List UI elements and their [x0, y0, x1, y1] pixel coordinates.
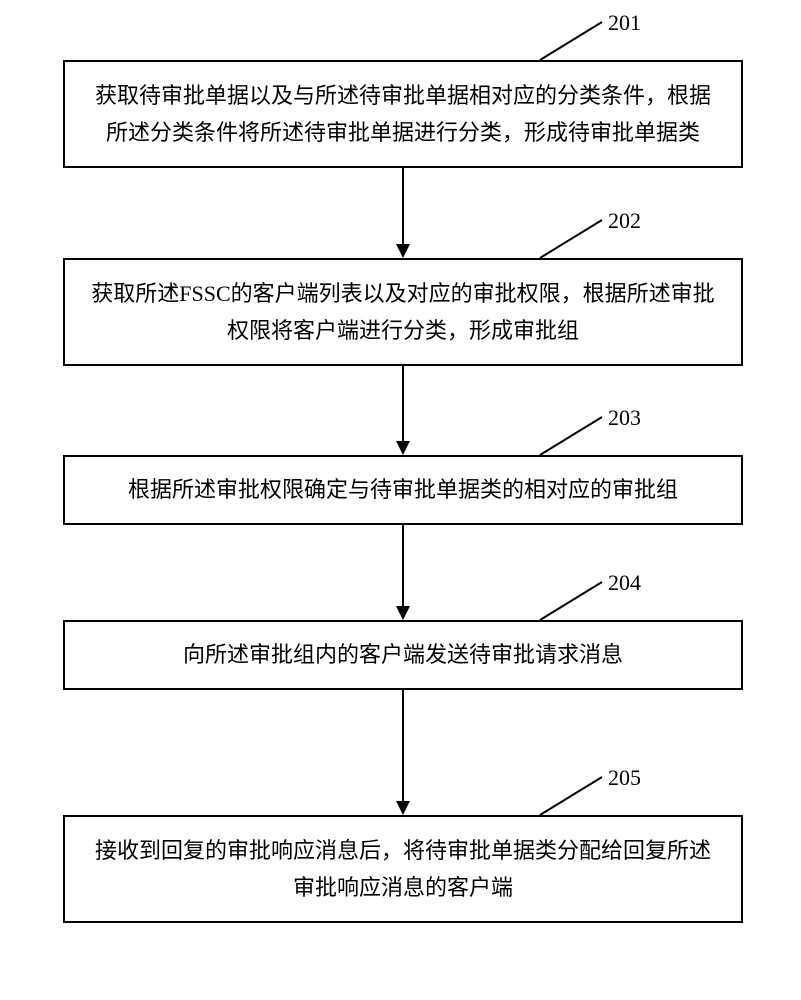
- step-box-204: 向所述审批组内的客户端发送待审批请求消息: [63, 620, 743, 690]
- step-text-205: 接收到回复的审批响应消息后，将待审批单据类分配给回复所述审批响应消息的客户端: [85, 832, 721, 907]
- step-box-203: 根据所述审批权限确定与待审批单据类的相对应的审批组: [63, 455, 743, 525]
- step-text-203: 根据所述审批权限确定与待审批单据类的相对应的审批组: [128, 471, 678, 508]
- step-box-202: 获取所述FSSC的客户端列表以及对应的审批权限，根据所述审批权限将客户端进行分类…: [63, 258, 743, 366]
- step-text-202: 获取所述FSSC的客户端列表以及对应的审批权限，根据所述审批权限将客户端进行分类…: [85, 275, 721, 350]
- step-label-205: 205: [608, 765, 641, 791]
- step-label-204: 204: [608, 570, 641, 596]
- step-text-201: 获取待审批单据以及与所述待审批单据相对应的分类条件，根据所述分类条件将所述待审批…: [85, 77, 721, 152]
- flowchart-container: 获取待审批单据以及与所述待审批单据相对应的分类条件，根据所述分类条件将所述待审批…: [0, 0, 801, 1000]
- arrow-204-205: [402, 690, 404, 801]
- arrow-201-202: [402, 168, 404, 244]
- step-text-204: 向所述审批组内的客户端发送待审批请求消息: [183, 636, 623, 673]
- arrow-head-203-204: [396, 606, 410, 620]
- step-label-203: 203: [608, 405, 641, 431]
- step-box-205: 接收到回复的审批响应消息后，将待审批单据类分配给回复所述审批响应消息的客户端: [63, 815, 743, 923]
- step-label-201: 201: [608, 10, 641, 36]
- arrow-202-203: [402, 366, 404, 441]
- arrow-head-204-205: [396, 801, 410, 815]
- step-label-202: 202: [608, 208, 641, 234]
- arrow-203-204: [402, 525, 404, 606]
- arrow-head-201-202: [396, 244, 410, 258]
- arrow-head-202-203: [396, 441, 410, 455]
- step-box-201: 获取待审批单据以及与所述待审批单据相对应的分类条件，根据所述分类条件将所述待审批…: [63, 60, 743, 168]
